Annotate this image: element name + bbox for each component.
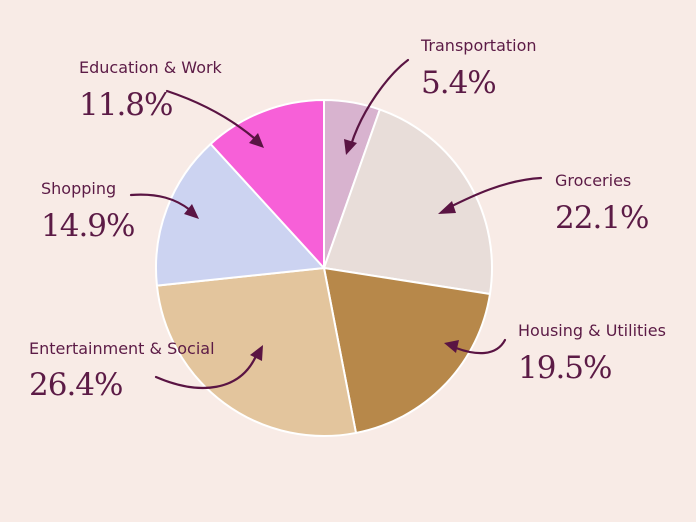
percent-label-shopping: 14.9% [41, 208, 134, 244]
percent-label-education-work: 11.8% [79, 87, 172, 123]
arrow-housing-utilities [454, 338, 507, 355]
slice-label-entertainment-social: Entertainment & Social 26.4% [29, 339, 263, 403]
arrow-shopping [129, 193, 192, 212]
pie-slice-housing-utilities [323, 267, 491, 434]
pie-slice-shopping [155, 143, 325, 287]
category-label-housing-utilities: Housing & Utilities [518, 321, 666, 340]
arrow-groceries [446, 176, 543, 210]
arrowhead-transportation [344, 139, 357, 155]
arrow-entertainment-social [154, 354, 258, 389]
arrowhead-housing-utilities [444, 340, 459, 353]
arrow-transportation [349, 58, 410, 147]
category-label-education-work: Education & Work [79, 58, 223, 77]
category-label-transportation: Transportation [420, 36, 537, 55]
arrowhead-shopping [184, 204, 199, 219]
percent-label-housing-utilities: 19.5% [518, 350, 611, 386]
slice-label-transportation: Transportation 5.4% [344, 36, 537, 155]
category-label-shopping: Shopping [41, 179, 116, 198]
slice-label-education-work: Education & Work 11.8% [79, 58, 264, 148]
arrowhead-education-work [249, 133, 264, 148]
pie-slice-groceries [323, 108, 493, 295]
arrowhead-groceries [438, 201, 456, 214]
slice-label-groceries: Groceries 22.1% [438, 171, 649, 236]
pie-slices [155, 99, 493, 437]
arrow-education-work [165, 89, 256, 140]
slice-label-shopping: Shopping 14.9% [41, 179, 199, 244]
percent-label-entertainment-social: 26.4% [29, 367, 122, 403]
category-label-groceries: Groceries [555, 171, 631, 190]
percent-label-transportation: 5.4% [421, 65, 496, 101]
arrowhead-entertainment-social [250, 345, 263, 361]
slice-label-housing-utilities: Housing & Utilities 19.5% [444, 321, 666, 386]
percent-label-groceries: 22.1% [555, 200, 648, 236]
pie-slice-education-work [209, 99, 325, 269]
category-label-entertainment-social: Entertainment & Social [29, 339, 215, 358]
